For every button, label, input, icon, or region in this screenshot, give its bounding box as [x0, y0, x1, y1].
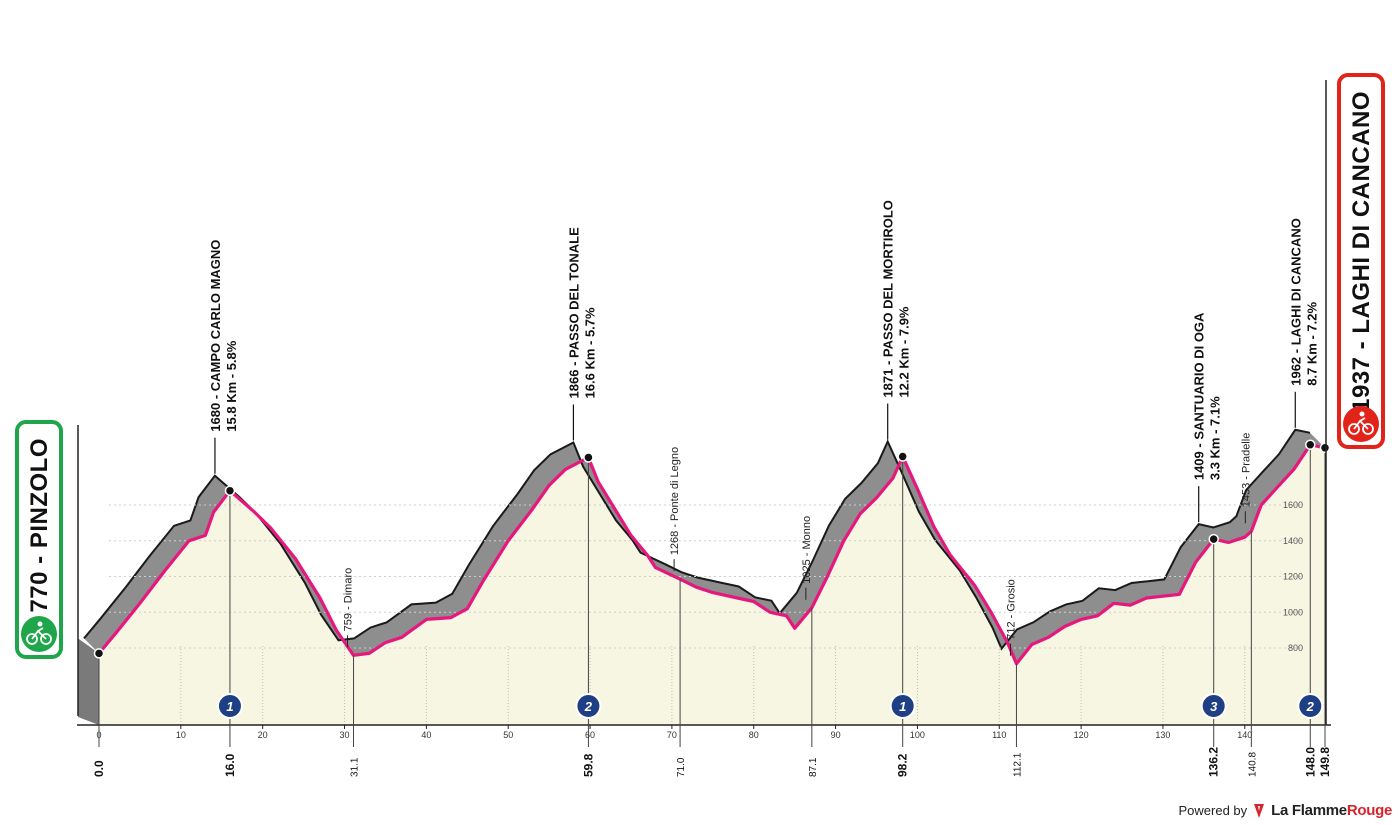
climb-stats-label: 3.3 Km - 7.1% — [1208, 396, 1223, 480]
start-pennant-frame — [15, 420, 63, 659]
climb-category-badge: 2 — [575, 693, 602, 719]
climb-badge-circle — [575, 693, 602, 719]
x-tick-label: 90 — [831, 730, 841, 740]
km-marker-label: 98.2 — [896, 753, 910, 777]
climb-name-label: 1962 - LAGHI DI CANCANO — [1288, 218, 1303, 386]
climb-name-label: 1871 - PASSO DEL MORTIROLO — [881, 200, 896, 397]
finish-pennant-frame — [1337, 73, 1385, 449]
finish-pennant-cyclist-icon — [1348, 411, 1374, 435]
finish-pennant-cyclist-badge — [1343, 406, 1379, 442]
cyclist-wheel-right — [1362, 423, 1374, 435]
climb-summit-dot — [1208, 533, 1219, 545]
cyclist-frame — [31, 627, 47, 640]
km-marker-label: 149.8 — [1318, 747, 1332, 777]
climb-stats-label: 16.6 Km - 5.7% — [582, 307, 597, 398]
climb-category-label: 2 — [584, 699, 593, 714]
cyclist-wheel-right — [40, 633, 52, 645]
brand-name: La FlammeRouge — [1271, 802, 1392, 819]
brand-name-second: Rouge — [1346, 802, 1392, 819]
climb-category-label: 1 — [226, 699, 233, 714]
x-tick-label: 70 — [667, 730, 677, 740]
x-tick-label: 120 — [1074, 730, 1089, 740]
climb-category-badge: 1 — [216, 693, 243, 719]
finish-dot — [1319, 442, 1331, 454]
x-tick-label: 80 — [749, 730, 759, 740]
km-marker-label: 140.8 — [1247, 752, 1258, 777]
climb-badge-circle — [216, 693, 243, 719]
climb-name-label: 1409 - SANTUARIO DI OGA — [1192, 312, 1207, 480]
finish-pennant-label: 1937 - LAGHI DI CANCANO — [1348, 91, 1375, 412]
waypoint-label: 1025 - Monno — [801, 516, 813, 584]
profile-line — [97, 443, 1326, 666]
cyclist-wheel-left — [26, 633, 38, 645]
powered-by-footer: Powered by La FlammeRouge — [1179, 802, 1393, 819]
climb-name-label: 1866 - PASSO DEL TONALE — [566, 227, 581, 399]
climb-category-label: 2 — [1306, 699, 1315, 714]
climb-summit-dot — [583, 452, 594, 463]
profile-area-fill — [99, 444, 1325, 725]
km-marker-label: 16.0 — [223, 753, 237, 777]
x-tick-label: 30 — [340, 730, 350, 740]
climb-badge-circle — [889, 693, 916, 719]
climb-stats-label: 15.8 Km - 5.8% — [224, 340, 239, 431]
km-marker-label: 136.2 — [1207, 747, 1221, 777]
y-tick-label: 1000 — [1283, 607, 1303, 617]
y-tick-label: 800 — [1288, 643, 1303, 653]
flame-logo-icon — [1254, 803, 1265, 818]
climb-badge-circle — [1200, 693, 1227, 719]
km-marker-label: 112.1 — [1012, 752, 1023, 777]
climb-category-badge: 1 — [889, 693, 916, 719]
powered-by-label: Powered by — [1178, 803, 1248, 818]
cyclist-head — [37, 621, 43, 627]
x-tick-label: 100 — [910, 730, 925, 740]
x-tick-label: 10 — [176, 730, 186, 740]
climb-category-badge: 2 — [1297, 693, 1324, 719]
start-dot — [93, 648, 105, 659]
cyclist-frame — [1353, 417, 1369, 430]
y-tick-label: 1400 — [1283, 536, 1303, 546]
climb-badge-circle — [1297, 693, 1324, 719]
climb-name-label: 1680 - CAMPO CARLO MAGNO — [208, 240, 223, 432]
waypoint-label: 1268 - Ponte di Legno — [669, 447, 681, 555]
profile-top-edge — [83, 428, 1311, 651]
x-tick-label: 50 — [503, 730, 513, 740]
x-tick-label: 110 — [992, 730, 1006, 740]
profile-left-wall — [78, 638, 99, 725]
climb-category-badge: 3 — [1200, 693, 1227, 719]
start-pennant: 770 - PINZOLO — [15, 420, 63, 659]
y-tick-label: 1600 — [1283, 500, 1303, 510]
climb-category-label: 1 — [899, 699, 906, 714]
climb-summit-dot — [224, 485, 236, 496]
brand-name-first: La Flamme — [1271, 802, 1347, 819]
x-tick-label: 140 — [1237, 730, 1252, 740]
waypoint-label: 1453 - Pradelle — [1240, 433, 1252, 508]
km-marker-label: 59.8 — [581, 753, 595, 777]
cyclist-wheel-left — [1348, 423, 1360, 435]
x-tick-label: 60 — [585, 730, 595, 740]
x-tick-label: 40 — [421, 730, 431, 740]
km-marker-label: 31.1 — [350, 757, 361, 777]
km-marker-label: 0.0 — [92, 760, 106, 777]
climb-summit-dot — [897, 451, 908, 462]
start-pennant-label: 770 - PINZOLO — [26, 438, 53, 613]
climb-stats-label: 12.2 Km - 7.9% — [897, 306, 912, 397]
km-marker-label: 71.0 — [676, 757, 687, 777]
cyclist-head — [1359, 411, 1365, 417]
start-pennant-cyclist-badge — [21, 616, 57, 652]
finish-pennant: 1937 - LAGHI DI CANCANO — [1337, 73, 1385, 449]
climb-category-label: 3 — [1210, 699, 1218, 714]
start-pennant-cyclist-icon — [26, 621, 52, 645]
waypoint-label: 759 - Dimaro — [343, 568, 355, 632]
km-marker-label: 87.1 — [808, 757, 819, 777]
climb-summit-dot — [1305, 439, 1316, 451]
x-tick-label: 20 — [258, 730, 268, 740]
km-marker-label: 148.0 — [1303, 747, 1317, 777]
climb-stats-label: 8.7 Km - 7.2% — [1304, 302, 1319, 386]
y-tick-label: 1200 — [1283, 572, 1303, 582]
waypoint-label: 712 - Grosio — [1005, 579, 1017, 640]
x-tick-label: 130 — [1155, 730, 1170, 740]
